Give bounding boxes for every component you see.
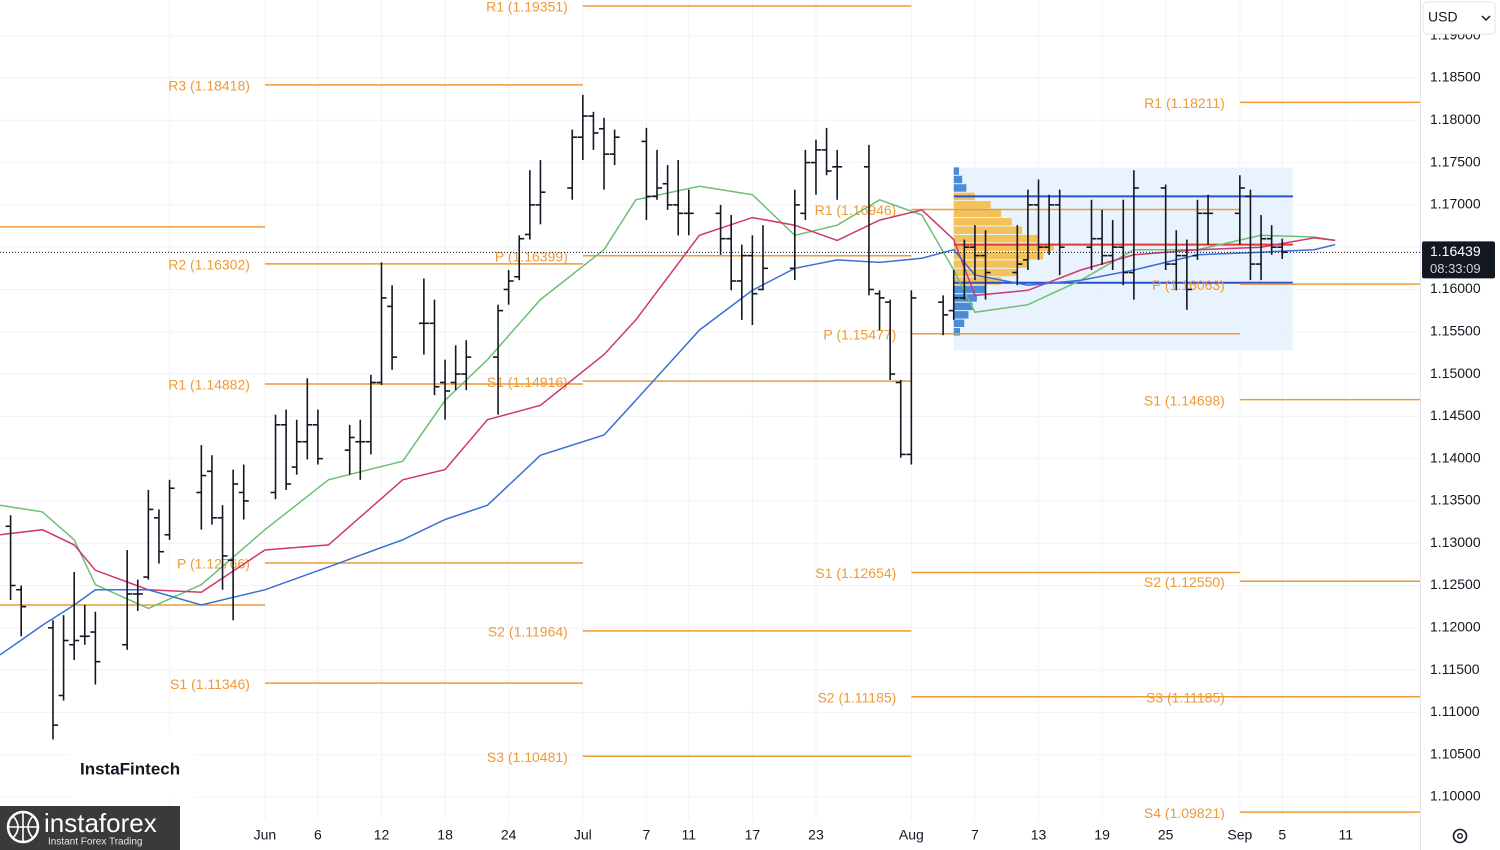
volume-bar xyxy=(953,251,1044,260)
volume-bar xyxy=(953,243,1054,251)
x-tick-label: 7 xyxy=(971,827,979,843)
y-tick-label: 1.17500 xyxy=(1430,153,1481,169)
volume-bar xyxy=(953,285,986,294)
x-tick-label: 7 xyxy=(643,827,651,843)
x-tick-label: Aug xyxy=(899,827,924,843)
pivot-label: S2 (1.11964) xyxy=(488,624,568,640)
settings-ring[interactable] xyxy=(1452,828,1468,844)
y-tick-label: 1.15000 xyxy=(1430,365,1481,381)
x-tick-label: 11 xyxy=(682,827,697,843)
volume-bar xyxy=(953,277,1002,285)
logo-text: instaforex xyxy=(44,808,157,838)
volume-bar xyxy=(953,260,1028,268)
x-tick-label: 6 xyxy=(314,827,322,843)
volume-bar xyxy=(953,218,1012,226)
y-tick-label: 1.13500 xyxy=(1430,492,1481,508)
x-tick-label: 12 xyxy=(374,827,390,843)
y-tick-label: 1.14500 xyxy=(1430,407,1481,423)
logo-meridians xyxy=(8,812,38,842)
pivot-label: R1 (1.16946) xyxy=(815,202,897,218)
pivot-label: R3 (1.18418) xyxy=(168,78,250,94)
x-tick-label: 18 xyxy=(437,827,453,843)
x-tick-label: 13 xyxy=(1031,827,1047,843)
pivot-label: P (1.16063) xyxy=(1152,277,1225,293)
volume-bar xyxy=(953,175,963,184)
pivot-label: S2 (1.12550) xyxy=(1144,574,1225,590)
pivot-label: P (1.15477) xyxy=(823,326,896,342)
y-tick-label: 1.14000 xyxy=(1430,449,1481,465)
y-tick-label: 1.15500 xyxy=(1430,322,1481,338)
pivot-label: S2 (1.11185) xyxy=(817,689,896,705)
volume-bar xyxy=(953,209,1002,218)
pivot-label: S1 (1.11346) xyxy=(170,676,250,692)
x-tick-label: 24 xyxy=(501,827,517,843)
pivot-label: P (1.16399) xyxy=(495,248,568,264)
y-tick-label: 1.12500 xyxy=(1430,576,1481,592)
x-tick-label: 23 xyxy=(808,827,824,843)
y-tick-label: 1.11000 xyxy=(1430,703,1480,719)
x-tick-label: 19 xyxy=(1094,827,1110,843)
x-tick-label: Sep xyxy=(1227,827,1252,843)
brand-text: InstaFintech xyxy=(80,759,180,778)
currency-selector[interactable] xyxy=(1422,1,1496,35)
pivot-label: S1 (1.14916) xyxy=(487,374,568,390)
volume-bar xyxy=(953,201,991,209)
axes: 1.190001.185001.180001.175001.170001.165… xyxy=(162,26,1495,843)
logo-tagline: Instant Forex Trading xyxy=(48,837,143,848)
volume-bar xyxy=(953,184,967,192)
x-tick-label: Jun xyxy=(254,827,277,843)
y-tick-label: 1.12000 xyxy=(1430,619,1481,635)
y-tick-label: 1.11500 xyxy=(1430,661,1480,677)
volume-bar xyxy=(953,294,977,302)
volume-bar xyxy=(953,302,973,311)
settings-hub[interactable] xyxy=(1456,833,1463,840)
pivot-label: S1 (1.12654) xyxy=(815,565,896,581)
pivot-label: S3 (1.10481) xyxy=(487,749,568,765)
x-tick-label: 5 xyxy=(1278,827,1286,843)
volume-bar xyxy=(953,226,1023,234)
pivot-label: R1 (1.18211) xyxy=(1144,95,1225,111)
pivot-label: R1 (1.14882) xyxy=(168,377,250,393)
currency-label[interactable]: USD xyxy=(1428,9,1458,25)
x-tick-label: 25 xyxy=(1158,827,1174,843)
y-tick-label: 1.18000 xyxy=(1430,111,1481,127)
y-tick-label: 1.10500 xyxy=(1430,745,1481,761)
x-tick-label: Jul xyxy=(574,827,592,843)
pivot-label: S1 (1.14698) xyxy=(1144,392,1225,408)
moving-average xyxy=(0,209,1336,594)
y-tick-label: 1.18500 xyxy=(1430,69,1481,85)
pivot-label: S4 (1.09821) xyxy=(1144,805,1225,821)
brand-box xyxy=(70,735,195,799)
logo-icon xyxy=(6,810,40,844)
countdown-label: 08:33:09 xyxy=(1430,261,1481,276)
y-tick-label: 1.17000 xyxy=(1430,196,1481,212)
plot-area: R3 (1.18418) R2 (1.16302) R1 (1.14882) P (1… xyxy=(0,0,1420,821)
x-tick-label: 17 xyxy=(745,827,761,843)
pivot-label: R1 (1.19351) xyxy=(486,0,568,15)
pivot-label: R2 (1.16302) xyxy=(168,257,250,273)
volume-bar xyxy=(953,319,965,328)
settings-icon[interactable] xyxy=(1452,828,1468,844)
volume-bar xyxy=(953,167,959,175)
y-tick-label: 1.13000 xyxy=(1430,534,1481,550)
volume-bar xyxy=(953,328,961,336)
volume-bar xyxy=(953,234,1038,243)
volume-bar xyxy=(953,311,969,319)
y-tick-label: 1.16000 xyxy=(1430,280,1481,296)
last-price-box xyxy=(1422,241,1495,279)
moving-average xyxy=(0,185,1336,610)
y-tick-label: 1.10000 xyxy=(1430,788,1481,804)
dropdown-arrow[interactable] xyxy=(1481,15,1491,22)
last-price-label: 1.16439 xyxy=(1430,243,1481,259)
moving-average xyxy=(0,243,1336,656)
pivot-label: P (1.12766) xyxy=(177,556,250,572)
x-tick-label: 11 xyxy=(1339,827,1354,843)
pivot-label: S3 (1.11185) xyxy=(1146,689,1225,705)
